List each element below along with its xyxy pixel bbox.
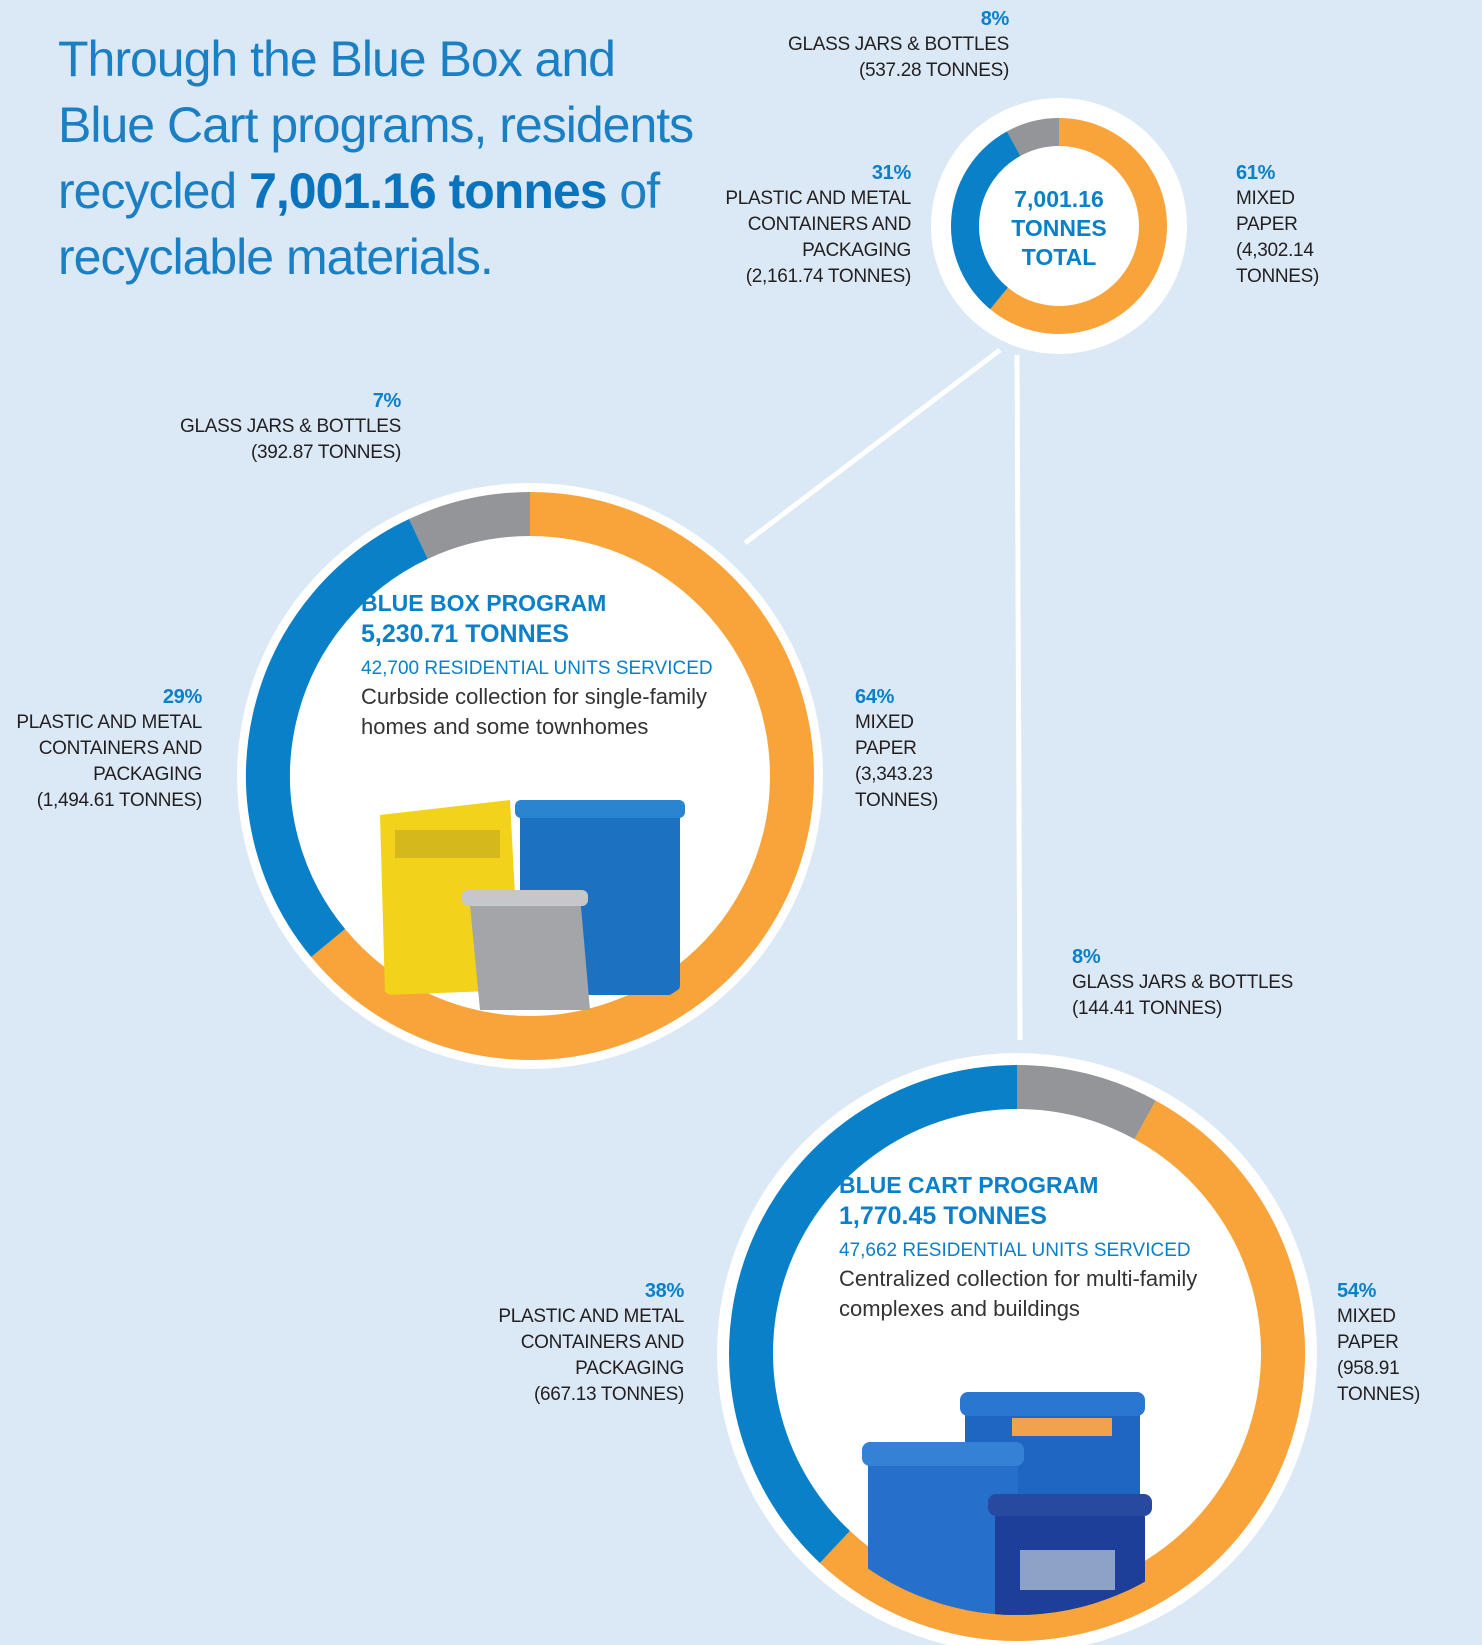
program-units: 42,700 RESIDENTIAL UNITS SERVICED [361, 658, 713, 679]
bag-label [395, 830, 500, 858]
percent-label: 31% [871, 162, 911, 184]
segment-label: 8% GLASS JARS & BOTTLES (144.41 TONNES) [1072, 944, 1312, 1022]
cart-label [1020, 1550, 1115, 1590]
donut-segment [246, 519, 428, 958]
segment-label: 29% PLASTIC AND METAL CONTAINERS AND PACK… [2, 684, 202, 814]
gray-bin-rim [462, 890, 588, 906]
center-line: 7,001.16 [1014, 186, 1104, 212]
percent-label: 8% [980, 8, 1010, 30]
category-label: PLASTIC AND METAL CONTAINERS AND PACKAGI… [16, 712, 202, 785]
amount-label: (144.41 TONNES) [1072, 998, 1223, 1019]
total-center: 7,001.16 TONNES TOTAL [989, 185, 1129, 272]
cart-lid [988, 1494, 1152, 1516]
program-units: 47,662 RESIDENTIAL UNITS SERVICED [839, 1240, 1191, 1261]
program-title: BLUE CART PROGRAM [839, 1172, 1099, 1198]
cart-label [1012, 1418, 1112, 1436]
category-label: GLASS JARS & BOTTLES [179, 416, 401, 437]
segment-label: 61% MIXED PAPER (4,302.14 TONNES) [1236, 160, 1346, 290]
percent-label: 54% [1337, 1280, 1377, 1302]
amount-label: (958.91 TONNES) [1337, 1358, 1421, 1405]
donut-segment [729, 1065, 1018, 1563]
amount-label: (2,161.74 TONNES) [745, 266, 912, 287]
percent-label: 61% [1236, 162, 1276, 184]
segment-label: 54% MIXED PAPER (958.91 TONNES) [1337, 1278, 1437, 1408]
segment-label: 64% MIXED PAPER (3,343.23 TONNES) [855, 684, 955, 814]
category-label: PLASTIC AND METAL CONTAINERS AND PACKAGI… [725, 188, 911, 261]
donut-charts [237, 98, 1317, 1645]
amount-label: (667.13 TONNES) [533, 1384, 684, 1405]
segment-label: 38% PLASTIC AND METAL CONTAINERS AND PACK… [484, 1278, 684, 1408]
donut-segment [990, 118, 1167, 334]
amount-label: (4,302.14 TONNES) [1236, 240, 1320, 287]
category-label: GLASS JARS & BOTTLES [787, 34, 1009, 55]
headline: Through the Blue Box and Blue Cart progr… [58, 26, 698, 290]
headline-bold: 7,001.16 tonnes [249, 163, 607, 219]
blue-box-photo [380, 800, 685, 1010]
blue-bin-rim [515, 800, 685, 818]
headline-text: Through the Blue Box and Blue Cart progr… [58, 31, 694, 219]
donut-segment [311, 492, 814, 1060]
center-line: TONNES [1011, 215, 1107, 241]
donut-segment [819, 1100, 1305, 1641]
cart-lid [960, 1392, 1145, 1416]
amount-label: (537.28 TONNES) [858, 60, 1009, 81]
blue-cart-photo [862, 1392, 1152, 1615]
donut-segment [1016, 1065, 1156, 1140]
program-total: 5,230.71 TONNES [361, 620, 569, 648]
category-label: PLASTIC AND METAL CONTAINERS AND PACKAGI… [498, 1306, 684, 1379]
amount-label: (1,494.61 TONNES) [36, 790, 203, 811]
program-info: BLUE BOX PROGRAM 5,230.71 TONNES 42,700 … [361, 588, 781, 742]
connector-line [1014, 354, 1023, 1041]
category-label: MIXED PAPER [1337, 1306, 1399, 1353]
program-total: 1,770.45 TONNES [839, 1202, 1047, 1230]
percent-label: 38% [644, 1280, 684, 1302]
segment-label: 8% GLASS JARS & BOTTLES (537.28 TONNES) [769, 6, 1009, 84]
donut-segment [951, 131, 1021, 310]
program-description: Centralized collection for multi-family … [839, 1266, 1198, 1321]
category-label: MIXED PAPER [1236, 188, 1298, 235]
cart-lid [862, 1442, 1024, 1466]
center-line: TOTAL [1021, 244, 1097, 270]
amount-label: (392.87 TONNES) [250, 442, 401, 463]
program-description: Curbside collection for single-family ho… [361, 684, 708, 739]
segment-label: 31% PLASTIC AND METAL CONTAINERS AND PACK… [711, 160, 911, 290]
gray-bin [470, 895, 590, 1010]
percent-label: 29% [162, 686, 202, 708]
connectors [743, 348, 1023, 1041]
program-info: BLUE CART PROGRAM 1,770.45 TONNES 47,662… [839, 1170, 1259, 1324]
donut-segment [1006, 118, 1060, 157]
category-label: GLASS JARS & BOTTLES [1072, 972, 1294, 993]
percent-label: 64% [855, 686, 895, 708]
amount-label: (3,343.23 TONNES) [855, 764, 939, 811]
percent-label: 8% [1072, 946, 1101, 968]
headline-text: of recyclable materials. [58, 163, 660, 285]
program-title: BLUE BOX PROGRAM [361, 590, 607, 616]
percent-label: 7% [372, 390, 402, 412]
category-label: MIXED PAPER [855, 712, 917, 759]
connector-line [743, 348, 1002, 545]
donut-background [717, 1053, 1317, 1645]
donut-segment [409, 492, 531, 560]
segment-label: 7% GLASS JARS & BOTTLES (392.87 TONNES) [161, 388, 401, 466]
